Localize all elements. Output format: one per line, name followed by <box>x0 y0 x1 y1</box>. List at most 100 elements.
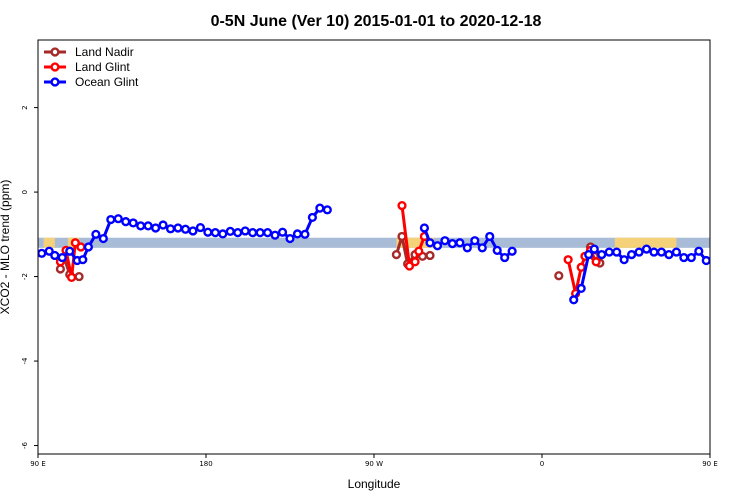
ocean-glint-point <box>485 231 495 242</box>
ocean-glint-point <box>240 226 250 236</box>
y-tick-label: 0 <box>21 190 29 194</box>
ocean-glint-point <box>733 233 740 240</box>
ocean-glint-point <box>38 248 47 258</box>
ocean-glint-point <box>576 283 586 294</box>
land-glint-point <box>410 257 420 267</box>
ocean-glint-point <box>44 246 54 256</box>
ocean-glint-point <box>612 247 622 257</box>
ocean-glint-point <box>248 228 258 238</box>
x-tick-label: 180 <box>199 460 212 468</box>
ocean-glint-point <box>709 256 710 262</box>
land-glint-point <box>591 257 601 267</box>
ocean-glint-point <box>447 239 458 249</box>
land-glint-point <box>397 201 407 211</box>
ocean-glint-point <box>225 226 235 236</box>
ocean-glint-point <box>507 246 517 256</box>
ocean-glint-point <box>128 218 138 228</box>
axes: 90 E 180 90 W 0 90 E 2 0 -2 -4 -6 <box>21 105 718 468</box>
ocean-glint-point <box>500 252 510 263</box>
ocean-glint-point <box>584 250 594 260</box>
x-tick-label: 0 <box>540 460 544 468</box>
land-nadir-point <box>391 250 402 260</box>
x-tick-label: 90 E <box>702 460 718 468</box>
legend-label-land-nadir: Land Nadir <box>75 45 134 59</box>
ocean-glint-point <box>158 220 168 230</box>
ocean-glint-point <box>641 244 652 254</box>
ocean-glint-point <box>277 227 288 237</box>
ocean-glint-point <box>136 221 146 231</box>
ocean-glint-point <box>91 229 101 239</box>
ocean-glint-point <box>106 214 116 225</box>
ocean-glint-point <box>694 246 704 256</box>
ocean-glint-point <box>210 228 220 238</box>
land-glint-point <box>70 238 80 248</box>
ocean-glint-point <box>634 247 644 257</box>
ocean-glint-point <box>619 255 629 265</box>
y-tick-label: 2 <box>21 105 29 109</box>
ocean-glint-point <box>83 242 94 252</box>
ocean-glint-point <box>263 228 273 238</box>
ocean-glint-point <box>270 230 280 240</box>
y-tick-label: -6 <box>21 442 29 450</box>
ocean-glint-point <box>477 243 487 253</box>
ocean-glint-point <box>419 223 430 233</box>
x-axis-label: Longitude <box>348 477 401 491</box>
ocean-glint-point <box>195 222 206 233</box>
land-band-0 <box>43 237 55 248</box>
ocean-glint-point <box>65 246 75 256</box>
land-nadir-point <box>74 271 84 282</box>
y-tick-label: -2 <box>21 273 29 280</box>
ocean-glint-point <box>649 247 659 257</box>
land-nadir-point <box>425 250 435 261</box>
ocean-glint-point <box>203 227 213 237</box>
ocean-glint-point <box>50 250 60 261</box>
chart-title: 0-5N June (Ver 10) 2015-01-01 to 2020-12… <box>211 13 542 30</box>
ocean-glint-point <box>455 238 465 248</box>
ocean-glint-point <box>440 236 450 246</box>
ocean-glint-point <box>432 241 443 251</box>
ocean-glint-point <box>604 247 614 257</box>
ocean-glint-point <box>589 244 599 254</box>
ocean-glint-point <box>322 205 332 215</box>
ocean-glint-point <box>597 250 607 260</box>
legend-marker-land-glint <box>50 62 60 72</box>
ocean-glint-point <box>671 247 682 257</box>
land-nadir-point <box>554 271 564 281</box>
ocean-glint-point <box>300 229 310 239</box>
legend-label-land-glint: Land Glint <box>75 60 130 74</box>
ocean-glint-point <box>470 236 480 246</box>
ocean-glint-point <box>679 252 689 263</box>
ocean-glint-point <box>57 252 67 263</box>
ocean-glint-point <box>626 250 637 260</box>
ocean-glint-point <box>143 221 153 231</box>
ocean-glint-point <box>686 252 696 263</box>
ocean-glint-point <box>113 214 123 224</box>
land-glint-point <box>414 246 424 256</box>
land-band-2 <box>396 237 434 248</box>
land-glint-point <box>66 272 77 283</box>
legend-marker-ocean-glint <box>50 77 60 87</box>
ocean-glint-point <box>292 229 303 239</box>
ocean-glint-point <box>255 228 265 238</box>
ocean-glint-point <box>98 233 108 244</box>
ocean-glint-point <box>151 223 161 233</box>
ocean-glint-point <box>218 229 228 239</box>
ocean-glint-point <box>315 203 325 213</box>
reference-band <box>38 237 710 248</box>
ocean-glint-point <box>173 223 183 233</box>
ocean-glint-point <box>701 255 710 266</box>
land-nadir-point <box>55 264 66 274</box>
ocean-glint-point <box>285 233 295 244</box>
land-glint-point <box>563 255 573 265</box>
ocean-glint-point <box>165 224 176 234</box>
ocean-glint-point <box>718 244 725 251</box>
plot-area <box>38 201 747 305</box>
legend-marker-land-nadir <box>50 47 60 57</box>
ocean-glint-point <box>725 231 732 238</box>
ocean-glint-point <box>656 247 667 257</box>
ocean-glint-point <box>740 215 747 222</box>
land-glint-point <box>404 261 415 271</box>
ocean-glint-point <box>188 226 198 236</box>
